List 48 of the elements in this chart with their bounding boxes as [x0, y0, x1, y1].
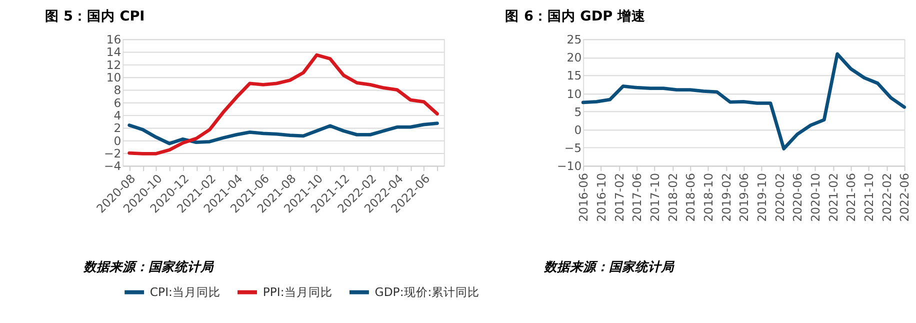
x-tick-label: 2017-06 — [630, 172, 644, 222]
y-tick-label: 16 — [106, 32, 122, 47]
x-tick-label: 2021-06 — [844, 172, 858, 222]
legend-label: PPI:当月同比 — [262, 285, 332, 300]
y-tick-label: −2 — [104, 146, 122, 160]
y-tick-label: 15 — [566, 68, 582, 83]
line-series — [581, 52, 906, 150]
y-tick-label: 8 — [114, 83, 122, 98]
x-tick-label: 2022-02 — [880, 172, 894, 222]
x-tick-label: 2019-06 — [737, 172, 752, 222]
x-tick-label: 2021-02 — [826, 172, 841, 222]
y-tick-label: 0 — [114, 134, 122, 148]
x-tick-label: 2019-10 — [754, 172, 769, 222]
x-tick-label: 2016-06 — [576, 172, 590, 222]
y-tick-label: 10 — [106, 70, 122, 84]
x-tick-label: 2022-06 — [898, 172, 912, 222]
chart-title: 图 5：国内 CPI — [44, 8, 145, 25]
x-tick-label: 2018-06 — [683, 172, 698, 222]
line-series — [128, 53, 439, 156]
x-tick-label: 2018-10 — [701, 172, 716, 222]
y-tick-label: 20 — [566, 50, 582, 65]
x-tick-label: 2020-10 — [808, 172, 823, 222]
y-tick-label: 5 — [574, 104, 582, 119]
x-tick-label: 2016-10 — [594, 172, 608, 222]
x-tick-label: 2020-06 — [790, 172, 805, 222]
y-tick-label: 0 — [574, 122, 582, 137]
y-tick-label: −5 — [564, 140, 582, 155]
x-tick-label: 2021-10 — [862, 172, 876, 222]
y-tick-label: 25 — [566, 32, 582, 47]
y-tick-label: −10 — [556, 159, 582, 174]
x-tick-label: 2018-02 — [666, 172, 680, 222]
source-note: 数据来源：国家统计局 — [543, 258, 676, 274]
x-tick-label: 2019-02 — [719, 172, 734, 222]
source-note: 数据来源：国家统计局 — [82, 258, 215, 274]
chart-title: 图 6：国内 GDP 增速 — [505, 8, 646, 25]
y-tick-label: −4 — [104, 159, 122, 174]
x-tick-label: 2017-10 — [648, 172, 662, 222]
x-tick-label: 2017-02 — [612, 172, 626, 222]
text: GDP:现价:累计同比 — [374, 285, 480, 300]
legend-label: CPI:当月同比 — [150, 285, 220, 300]
y-tick-label: 14 — [106, 45, 122, 60]
y-tick-label: 2 — [114, 121, 122, 136]
y-tick-label: 4 — [114, 108, 122, 122]
x-tick-label: 2020-02 — [772, 172, 787, 222]
y-tick-label: 6 — [114, 96, 122, 110]
line-series — [128, 122, 439, 146]
y-tick-label: 12 — [106, 58, 122, 72]
y-tick-label: 10 — [566, 86, 582, 101]
